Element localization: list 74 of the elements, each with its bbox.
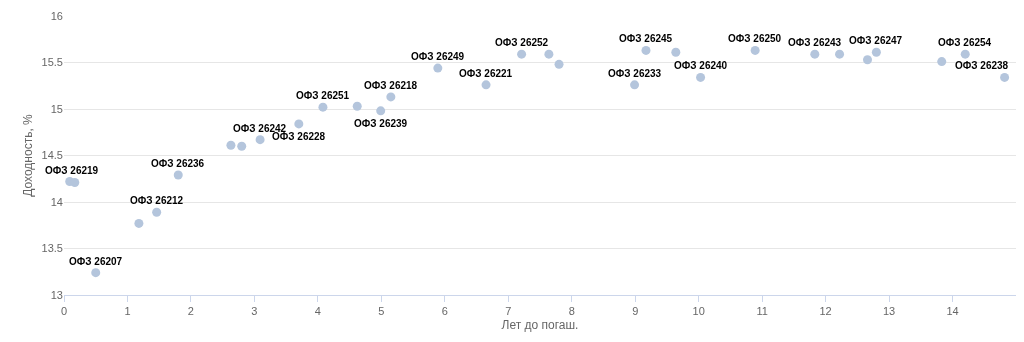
point xyxy=(671,47,681,57)
point xyxy=(152,207,162,217)
x-axis-title: Лет до погаш. xyxy=(501,318,579,333)
point xyxy=(871,47,881,57)
x-tick-label: 7 xyxy=(505,305,512,318)
point xyxy=(544,49,554,59)
point xyxy=(554,59,564,69)
annotation: ОФЗ 26228 xyxy=(272,131,326,142)
annotation: ОФЗ 26243 xyxy=(788,37,842,48)
y-tick-label: 15 xyxy=(50,102,63,115)
annotation: ОФЗ 26249 xyxy=(411,51,465,62)
x-tick-label: 1 xyxy=(124,305,131,318)
x-tick-label: 4 xyxy=(314,305,321,318)
x-tick-label: 3 xyxy=(251,305,258,318)
point xyxy=(960,49,970,59)
point xyxy=(1000,72,1010,82)
annotation: ОФЗ 26239 xyxy=(354,118,408,129)
x-tick-label: 2 xyxy=(187,305,194,318)
point xyxy=(226,140,236,150)
x-tick-label: 10 xyxy=(692,305,705,318)
point xyxy=(237,141,247,151)
x-tick-label: 0 xyxy=(60,305,68,318)
annotation: ОФЗ 26212 xyxy=(130,195,184,206)
point xyxy=(517,49,527,59)
annotation: ОФЗ 26238 xyxy=(955,60,1009,71)
annotation: ОФЗ 26242 xyxy=(233,123,287,134)
point xyxy=(481,80,491,90)
x-tick-label: 11 xyxy=(756,305,768,318)
x-tick-label: 6 xyxy=(441,305,448,318)
annotation: ОФЗ 26236 xyxy=(151,158,205,169)
annotation: ОФЗ 26247 xyxy=(849,35,903,46)
annotation: ОФЗ 26254 xyxy=(938,37,992,48)
annotation: ОФЗ 26207 xyxy=(69,256,123,267)
y-tick-label: 15.5 xyxy=(41,56,63,69)
point xyxy=(134,218,144,228)
point xyxy=(835,49,845,59)
y-tick-label: 16 xyxy=(50,9,63,22)
point xyxy=(376,106,386,116)
point xyxy=(352,101,362,111)
point xyxy=(862,55,872,65)
point xyxy=(937,57,947,67)
x-tick-label: 9 xyxy=(632,305,639,318)
annotation: ОФЗ 26218 xyxy=(364,80,418,91)
point xyxy=(696,72,706,82)
annotation: ОФЗ 26219 xyxy=(45,165,99,176)
annotation: ОФЗ 26251 xyxy=(296,90,350,101)
point xyxy=(641,45,651,55)
point xyxy=(386,92,396,102)
x-tick-label: 5 xyxy=(378,305,385,318)
point xyxy=(255,135,265,145)
y-tick-label: 14 xyxy=(50,195,63,208)
annotation: ОФЗ 26250 xyxy=(728,33,782,44)
point xyxy=(433,63,443,73)
y-tick-label: 13 xyxy=(50,288,63,301)
point xyxy=(70,177,80,187)
y-tick-label: 13.5 xyxy=(41,242,63,255)
point xyxy=(91,268,101,278)
point xyxy=(294,119,304,129)
annotation: ОФЗ 26252 xyxy=(495,37,549,48)
point xyxy=(630,80,640,90)
x-tick-label: 14 xyxy=(946,305,959,318)
point xyxy=(318,102,328,112)
annotation: ОФЗ 26233 xyxy=(608,68,662,79)
annotation: ОФЗ 26245 xyxy=(619,33,673,44)
annotation: ОФЗ 26221 xyxy=(459,68,513,79)
y-tick-label: 14.5 xyxy=(41,149,63,162)
point xyxy=(810,49,820,59)
x-tick-label: 13 xyxy=(882,305,896,318)
y-axis-title: Доходность, % xyxy=(20,113,35,197)
annotation: ОФЗ 26240 xyxy=(674,60,728,71)
x-tick-label: 8 xyxy=(568,305,575,318)
x-tick-label: 12 xyxy=(819,305,832,318)
point xyxy=(750,45,760,55)
point xyxy=(173,170,183,180)
